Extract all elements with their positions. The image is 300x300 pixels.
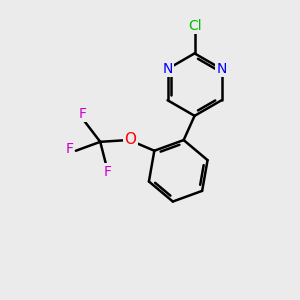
Text: F: F (78, 107, 86, 121)
Text: N: N (216, 62, 227, 76)
Text: F: F (65, 142, 73, 156)
Text: N: N (162, 62, 173, 76)
Text: F: F (104, 165, 112, 178)
Text: O: O (124, 132, 136, 147)
Text: Cl: Cl (188, 19, 201, 33)
